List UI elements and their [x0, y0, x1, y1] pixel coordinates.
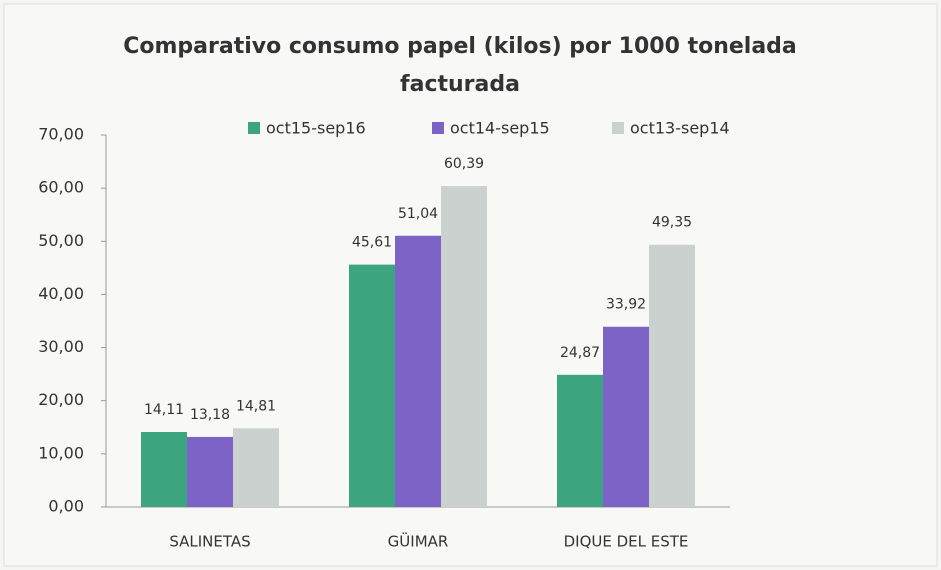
legend-swatch — [612, 122, 624, 134]
x-tick-label: DIQUE DEL ESTE — [564, 533, 689, 551]
bar — [349, 264, 395, 507]
bar — [395, 235, 441, 507]
bar — [557, 374, 603, 507]
bar — [603, 326, 649, 507]
x-tick-label: GÜIMAR — [388, 532, 449, 551]
legend-swatch — [248, 122, 260, 134]
data-label: 24,87 — [560, 345, 600, 361]
legend-swatch — [432, 122, 444, 134]
data-label: 33,92 — [606, 297, 646, 313]
y-tick-label: 30,00 — [38, 337, 84, 356]
y-tick-label: 0,00 — [48, 497, 84, 516]
legend-label: oct13-sep14 — [630, 119, 730, 138]
y-tick-label: 40,00 — [38, 284, 84, 303]
data-label: 45,61 — [352, 235, 392, 251]
bar — [441, 186, 487, 507]
y-tick-label: 60,00 — [38, 178, 84, 197]
bar — [233, 428, 279, 507]
bar — [187, 436, 233, 507]
data-label: 49,35 — [652, 215, 692, 231]
y-tick-label: 70,00 — [38, 125, 84, 144]
chart-title: Comparativo consumo papel (kilos) por 10… — [123, 34, 797, 97]
x-tick-label: SALINETAS — [169, 533, 250, 551]
data-label: 60,39 — [444, 156, 484, 172]
data-label: 13,18 — [190, 407, 230, 423]
data-label: 14,81 — [236, 398, 276, 414]
y-tick-label: 20,00 — [38, 390, 84, 409]
legend-label: oct14-sep15 — [450, 119, 550, 138]
data-label: 51,04 — [398, 206, 438, 222]
data-label: 14,11 — [144, 402, 184, 418]
bar — [649, 244, 695, 508]
legend-label: oct15-sep16 — [266, 119, 366, 138]
y-tick-label: 50,00 — [38, 231, 84, 250]
y-tick-label: 10,00 — [38, 443, 84, 462]
bar — [141, 432, 187, 507]
